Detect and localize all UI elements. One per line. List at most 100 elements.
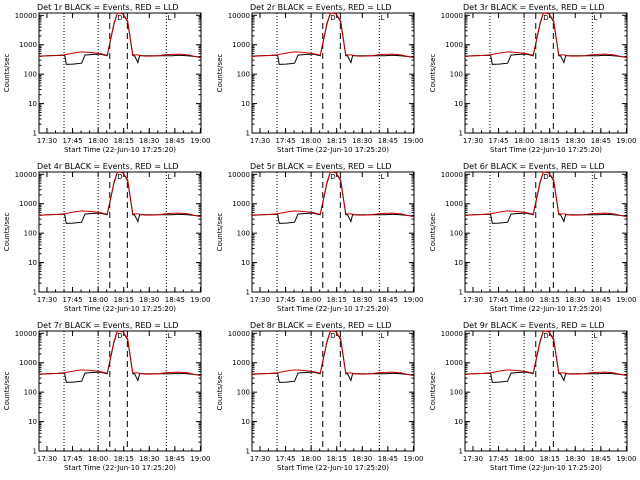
y-tick-label: 10 [28,259,37,267]
x-tick-label: 18:15 [540,137,560,145]
y-tick-label: 1 [459,130,463,138]
x-axis-label: Start Time (22-Jun-10 17:25:20) [64,464,176,472]
series-lld-line [464,12,628,59]
plot-frame [38,330,202,452]
y-tick-label: 100 [450,71,463,79]
y-tick-label: 10 [28,100,37,108]
x-axis-label: Start Time (22-Jun-10 17:25:20) [490,305,602,313]
x-tick-label: 19:00 [616,296,636,304]
x-tick-label: 18:00 [88,137,108,145]
y-axis-label: Counts/sec [3,54,11,93]
y-tick-label: 10 [241,259,250,267]
y-tick-label: 1000 [19,41,37,49]
x-axis-label: Start Time (22-Jun-10 17:25:20) [490,464,602,472]
x-tick-label: 18:15 [114,455,134,463]
panel-2: Det 2r BLACK = Events, RED = LLD 1 10 100 10… [216,3,424,154]
x-axis-label: Start Time (22-Jun-10 17:25:20) [277,305,389,313]
x-tick-label: 18:00 [301,137,321,145]
y-axis-label: Counts/sec [216,372,224,411]
plot-frame [38,171,202,293]
x-tick-label: 18:45 [165,296,185,304]
series-lld-line [251,12,415,59]
y-axis-label: Counts/sec [429,213,437,252]
y-tick-label: 100 [237,389,250,397]
x-tick-label: 18:45 [591,455,611,463]
y-tick-label: 1 [33,130,37,138]
y-tick-label: 10000 [228,12,250,20]
y-tick-label: 1000 [445,200,463,208]
panel-3: Det 3r BLACK = Events, RED = LLD 1 10 100 10… [429,3,637,154]
marker-l: L [167,14,171,22]
series-lld-line [464,330,628,377]
series-lld-line [38,12,202,59]
x-tick-label: 19:00 [403,137,423,145]
x-tick-label: 18:30 [352,296,372,304]
x-tick-label: 18:45 [165,137,185,145]
y-tick-label: 1 [33,289,37,297]
y-tick-label: 10000 [15,171,37,179]
x-tick-label: 18:30 [565,296,585,304]
x-axis-label: Start Time (22-Jun-10 17:25:20) [64,146,176,154]
marker-l: L [380,14,384,22]
x-tick-label: 18:15 [114,137,134,145]
y-tick-label: 1 [246,289,250,297]
x-tick-label: 17:45 [488,455,508,463]
marker-l: L [380,332,384,340]
x-axis-label: Start Time (22-Jun-10 17:25:20) [64,305,176,313]
marker-d: D [117,173,122,181]
x-tick-label: 19:00 [403,296,423,304]
x-tick-label: 19:00 [403,455,423,463]
x-tick-label: 17:45 [62,137,82,145]
plot-frame [38,12,202,134]
panel-4: Det 4r BLACK = Events, RED = LLD 1 10 100 10… [3,162,211,313]
panel-title: Det 4r BLACK = Events, RED = LLD [37,162,179,171]
x-tick-label: 17:45 [275,455,295,463]
series-lld-line [38,330,202,377]
x-tick-label: 17:30 [250,455,270,463]
y-axis-label: Counts/sec [216,54,224,93]
y-tick-label: 10000 [441,12,463,20]
x-tick-label: 19:00 [190,296,210,304]
panel-title: Det 1r BLACK = Events, RED = LLD [37,3,179,12]
y-tick-label: 100 [450,230,463,238]
y-tick-label: 100 [24,389,37,397]
plot-frame [464,330,628,452]
x-tick-label: 17:30 [463,455,483,463]
panel-title: Det 7r BLACK = Events, RED = LLD [37,321,179,330]
x-tick-label: 19:00 [190,455,210,463]
x-tick-label: 17:45 [275,137,295,145]
x-tick-label: 17:45 [62,455,82,463]
y-axis-label: Counts/sec [3,372,11,411]
panel-title: Det 2r BLACK = Events, RED = LLD [250,3,392,12]
y-tick-label: 1 [246,130,250,138]
marker-d: D [543,332,548,340]
x-tick-label: 18:15 [327,296,347,304]
marker-d: D [117,14,122,22]
x-axis-label: Start Time (22-Jun-10 17:25:20) [490,146,602,154]
y-tick-label: 1000 [445,359,463,367]
x-tick-label: 19:00 [190,137,210,145]
panel-title: Det 6r BLACK = Events, RED = LLD [463,162,605,171]
x-tick-label: 18:45 [378,137,398,145]
y-tick-label: 10000 [228,171,250,179]
series-lld-line [251,171,415,218]
marker-l: L [593,14,597,22]
x-tick-label: 17:45 [62,296,82,304]
y-axis-label: Counts/sec [429,372,437,411]
x-tick-label: 17:30 [37,455,57,463]
x-tick-label: 18:15 [540,455,560,463]
y-tick-label: 10 [241,418,250,426]
y-axis-label: Counts/sec [216,213,224,252]
marker-d: D [543,14,548,22]
x-tick-label: 18:30 [139,455,159,463]
marker-l: L [380,173,384,181]
x-tick-label: 17:30 [463,137,483,145]
y-tick-label: 10000 [441,171,463,179]
x-tick-label: 18:00 [88,455,108,463]
y-tick-label: 100 [450,389,463,397]
x-tick-label: 19:00 [616,137,636,145]
x-tick-label: 18:30 [565,455,585,463]
x-tick-label: 18:00 [514,455,534,463]
y-tick-label: 10 [454,418,463,426]
